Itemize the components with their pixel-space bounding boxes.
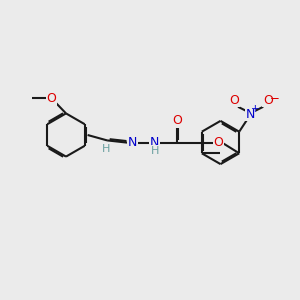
Text: N: N (128, 136, 137, 149)
Text: H: H (151, 146, 159, 156)
Text: O: O (47, 92, 56, 105)
Text: −: − (270, 92, 280, 105)
Text: H: H (101, 144, 110, 154)
Text: O: O (263, 94, 273, 107)
Text: +: + (251, 104, 260, 114)
Text: O: O (172, 114, 182, 128)
Text: O: O (229, 94, 239, 107)
Text: N: N (246, 108, 255, 121)
Text: O: O (214, 136, 223, 149)
Text: N: N (150, 136, 160, 149)
